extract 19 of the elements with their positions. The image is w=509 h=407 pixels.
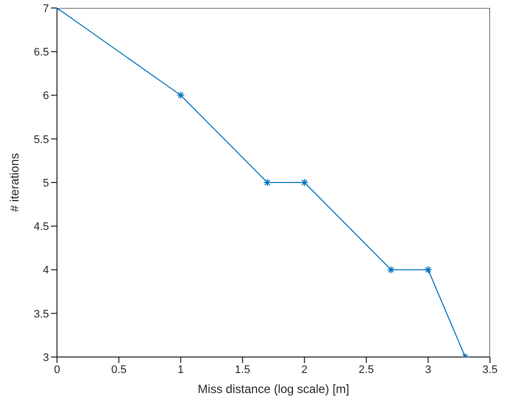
y-tick-label: 5.5	[34, 134, 49, 146]
y-tick-label: 6.5	[34, 46, 49, 59]
y-tick-label: 3	[42, 352, 49, 364]
y-tick-label: 7	[42, 2, 49, 15]
y-tick-label: 5	[42, 177, 49, 190]
x-tick-label: 0.5	[111, 364, 127, 376]
x-tick-label: 1	[178, 364, 184, 376]
y-axis-title: # iterations	[7, 153, 22, 212]
x-axis-title: Miss distance (log scale) [m]	[198, 382, 350, 396]
x-tick-label: 0	[54, 364, 60, 376]
y-tick-label: 4.5	[34, 221, 49, 234]
x-tick-label: 1.5	[234, 364, 250, 376]
x-tick-label: 3.5	[482, 364, 498, 376]
x-tick-label: 2	[301, 364, 308, 376]
x-tick-label: 2.5	[358, 364, 374, 376]
x-tick-label: 3	[425, 364, 432, 376]
y-tick-label: 3.5	[34, 308, 49, 320]
y-tick-label: 4	[42, 264, 49, 277]
y-tick-label: 6	[42, 90, 49, 102]
